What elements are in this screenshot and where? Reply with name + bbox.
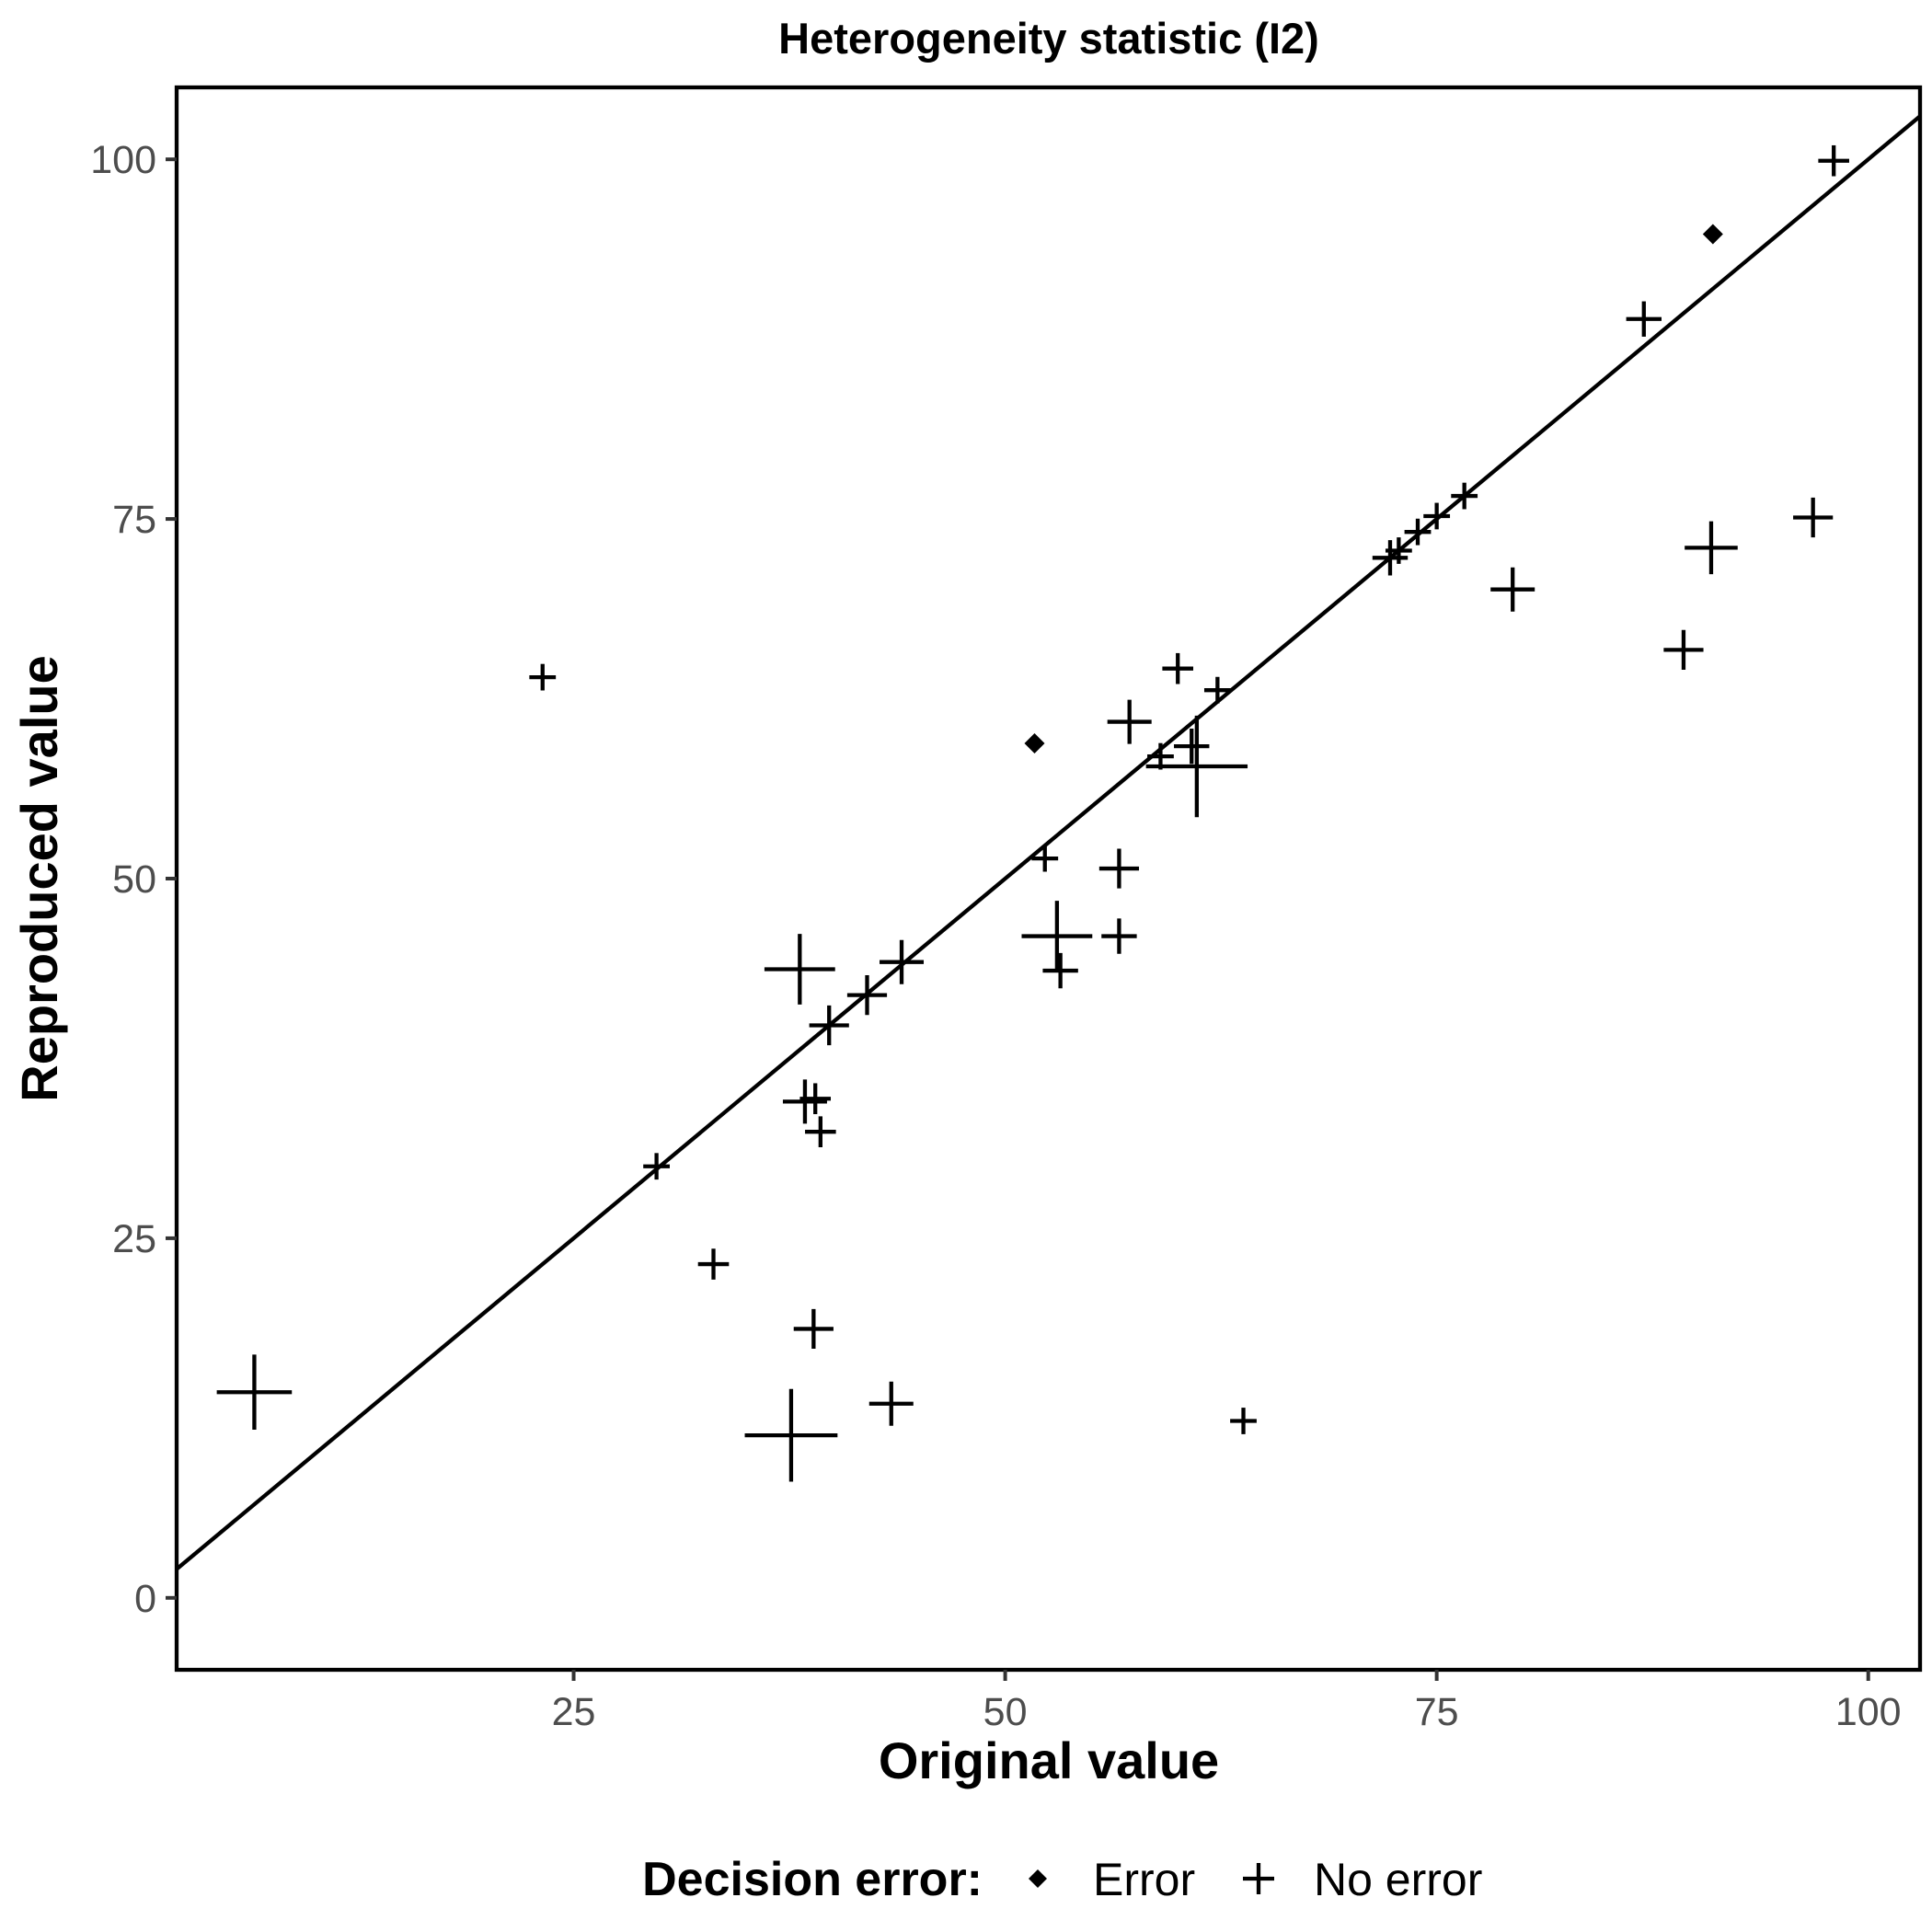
no-error-point (1098, 848, 1140, 889)
y-tick-label: 100 (90, 138, 156, 182)
no-error-point (1818, 144, 1849, 177)
identity-reference-line (177, 113, 1920, 1572)
y-tick-label: 0 (134, 1577, 156, 1621)
error-point (1024, 733, 1045, 754)
no-error-point (1145, 715, 1248, 818)
chart-title: Heterogeneity statistic (I2) (778, 14, 1319, 63)
legend-label-no-error: No error (1314, 1854, 1482, 1905)
no-error-point (529, 663, 557, 691)
x-axis-ticks: 25 50 75 100 (552, 1670, 1902, 1734)
no-error-point (1451, 482, 1478, 510)
no-error-point (1021, 901, 1093, 972)
legend-key-error (1029, 1869, 1047, 1888)
no-error-point (1042, 952, 1078, 989)
no-error-point (1230, 1408, 1257, 1434)
x-tick-label: 50 (983, 1690, 1028, 1734)
no-error-point (1203, 676, 1231, 704)
no-error-point (1101, 918, 1137, 954)
no-error-point (1626, 301, 1662, 337)
plot-area (174, 85, 1923, 1673)
y-axis-ticks: 0 25 50 75 100 (90, 138, 177, 1621)
no-error-point (799, 1083, 832, 1115)
legend-diamond-icon (1029, 1869, 1047, 1888)
no-error-point (1663, 629, 1704, 670)
x-tick-label: 100 (1835, 1690, 1902, 1734)
x-axis-title: Original value (879, 1731, 1219, 1789)
error-point (1702, 224, 1723, 245)
no-error-point (1423, 502, 1451, 530)
no-error-point (697, 1248, 730, 1280)
no-error-point (809, 1005, 849, 1046)
no-error-point (216, 1354, 293, 1431)
no-error-point (1162, 652, 1194, 684)
no-error-point (1685, 521, 1738, 575)
no-error-point (1031, 845, 1059, 872)
no-error-point (793, 1308, 834, 1350)
no-error-point (764, 934, 835, 1005)
no-error-point (643, 1153, 670, 1180)
y-tick-label: 50 (112, 857, 156, 902)
no-error-point (744, 1388, 838, 1482)
x-tick-label: 75 (1415, 1690, 1459, 1734)
x-tick-label: 25 (552, 1690, 596, 1734)
no-error-point (880, 939, 925, 984)
legend-label-error: Error (1093, 1854, 1195, 1905)
no-error-point (868, 1381, 914, 1426)
y-axis-title: Reproduced value (10, 655, 68, 1101)
no-error-point (1107, 699, 1152, 744)
panel-border (174, 85, 1923, 1673)
no-error-point (1385, 537, 1412, 564)
no-error-point (1372, 540, 1409, 576)
y-tick-label: 75 (112, 498, 156, 542)
no-error-point (846, 975, 888, 1016)
no-error-point (1490, 567, 1535, 612)
legend-plus-icon (1243, 1863, 1274, 1894)
no-error-point (1793, 497, 1834, 538)
no-error-point (1174, 728, 1210, 765)
legend-title: Decision error: (642, 1853, 983, 1906)
no-error-point (805, 1116, 836, 1147)
data-points (216, 144, 1849, 1482)
no-error-point (782, 1079, 827, 1124)
legend: Decision error: Error No error (642, 1853, 1482, 1906)
y-tick-label: 25 (112, 1217, 156, 1261)
no-error-point (1404, 518, 1432, 546)
legend-key-no-error (1243, 1863, 1274, 1894)
